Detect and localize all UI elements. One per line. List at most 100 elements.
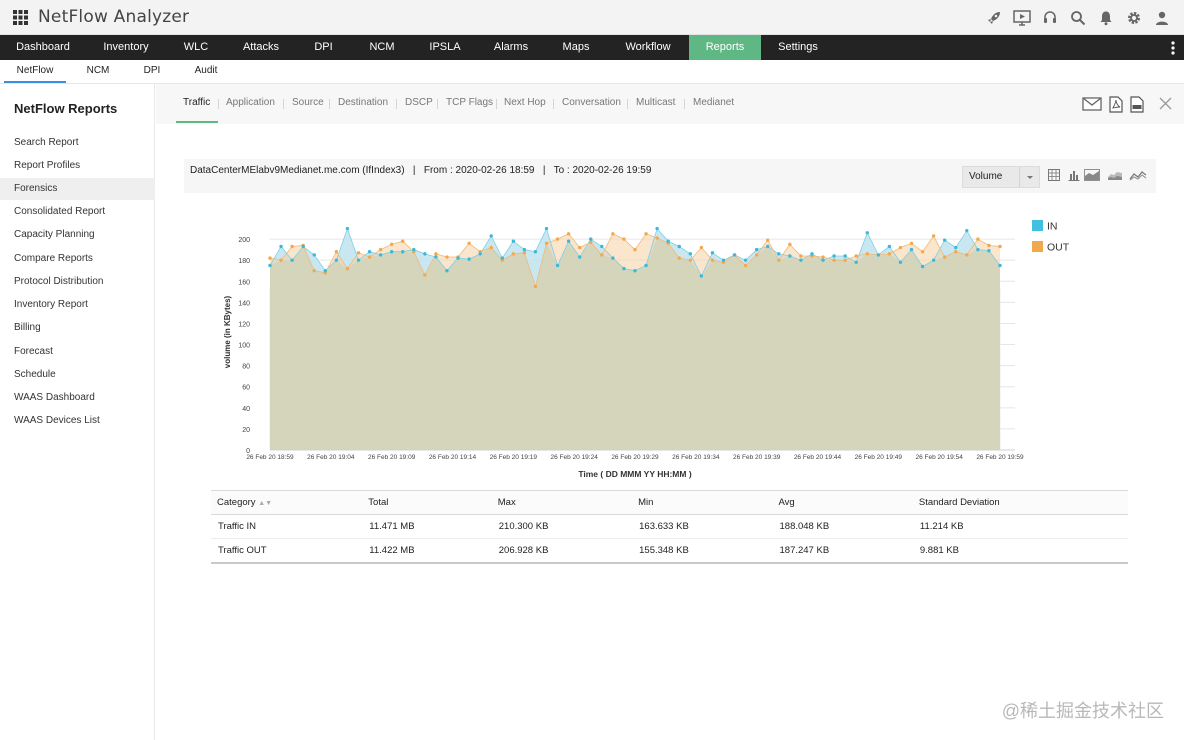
- data-point-out: [754, 253, 759, 257]
- nav-attacks[interactable]: Attacks: [242, 41, 280, 53]
- sidebar-item-forecast[interactable]: Forecast: [14, 346, 53, 357]
- nav-ipsla[interactable]: IPSLA: [429, 41, 461, 53]
- subnav-dpi[interactable]: DPI: [143, 65, 161, 76]
- report-info-bar: DataCenterMElabv9Medianet.me.com (IfInde…: [184, 159, 1156, 193]
- column-header-std-dev: Standard Deviation: [912, 490, 1128, 515]
- gear-icon[interactable]: [1120, 7, 1148, 29]
- nav-inventory[interactable]: Inventory: [103, 41, 149, 53]
- data-point-in: [290, 258, 294, 262]
- data-point-in: [611, 256, 615, 260]
- nav-dpi[interactable]: DPI: [314, 41, 333, 53]
- data-point-in: [434, 255, 438, 259]
- tab-source[interactable]: Source: [292, 97, 324, 108]
- nav-reports[interactable]: Reports: [689, 35, 761, 60]
- tab-separator: [396, 99, 397, 109]
- tab-conversation[interactable]: Conversation: [562, 97, 621, 108]
- tab-next-hop[interactable]: Next Hop: [504, 97, 546, 108]
- data-point-in: [544, 226, 549, 231]
- data-point-out: [766, 238, 770, 242]
- nav-wlc[interactable]: WLC: [183, 41, 209, 53]
- area-chart-icon[interactable]: [1084, 169, 1100, 181]
- tab-destination[interactable]: Destination: [338, 97, 389, 108]
- nav-settings[interactable]: Settings: [778, 41, 818, 53]
- bar-chart-icon[interactable]: [1068, 169, 1080, 181]
- tab-traffic[interactable]: Traffic: [183, 97, 211, 108]
- tab-application[interactable]: Application: [226, 97, 275, 108]
- tab-multicast[interactable]: Multicast: [636, 97, 676, 108]
- sidebar-item-report-profiles[interactable]: Report Profiles: [14, 160, 81, 171]
- subnav-audit[interactable]: Audit: [194, 65, 218, 76]
- x-tick-label: 26 Feb 20 19:49: [855, 454, 903, 461]
- sidebar-item-consolidated-report[interactable]: Consolidated Report: [14, 206, 106, 217]
- presentation-icon[interactable]: [1008, 7, 1036, 29]
- sidebar-item-protocol-distribution[interactable]: Protocol Distribution: [14, 276, 104, 287]
- data-point-out: [434, 252, 438, 256]
- y-tick-label: 20: [242, 427, 250, 434]
- pdf-icon[interactable]: [1109, 96, 1123, 113]
- sort-icon[interactable]: ▲▼: [258, 500, 273, 507]
- csv-icon[interactable]: [1130, 96, 1144, 113]
- data-point-in: [577, 255, 582, 259]
- nav-alarms[interactable]: Alarms: [493, 41, 529, 53]
- data-point-in: [655, 226, 659, 231]
- data-point-out: [743, 263, 748, 268]
- bell-icon[interactable]: [1092, 7, 1120, 29]
- data-point-in: [743, 258, 748, 262]
- sidebar-item-search-report[interactable]: Search Report: [14, 137, 79, 148]
- nav-ncm[interactable]: NCM: [369, 41, 395, 53]
- sidebar-item-waas-dashboard[interactable]: WAAS Dashboard: [14, 392, 95, 403]
- sidebar-item-capacity-planning[interactable]: Capacity Planning: [14, 229, 95, 240]
- column-header-category[interactable]: Category ▲▼: [211, 490, 363, 515]
- data-point-out: [622, 237, 626, 241]
- data-point-in: [920, 264, 925, 269]
- nav-dashboard[interactable]: Dashboard: [16, 41, 70, 53]
- data-point-out: [942, 255, 947, 259]
- sidebar-item-forensics[interactable]: Forensics: [0, 178, 155, 200]
- cell-std-dev: 9.881 KB: [912, 538, 1128, 564]
- sidebar-item-compare-reports[interactable]: Compare Reports: [14, 253, 93, 264]
- data-point-out: [688, 258, 693, 262]
- nav-maps[interactable]: Maps: [562, 41, 590, 53]
- data-point-in: [987, 248, 991, 253]
- sidebar-item-waas-devices-list[interactable]: WAAS Devices List: [14, 415, 100, 426]
- email-icon[interactable]: [1082, 96, 1102, 112]
- user-icon[interactable]: [1148, 7, 1176, 29]
- x-tick-label: 26 Feb 20 19:44: [794, 454, 842, 461]
- data-point-in: [666, 239, 670, 243]
- column-header-total: Total: [362, 490, 492, 515]
- x-tick-label: 26 Feb 20 19:09: [368, 454, 416, 461]
- stacked-chart-icon[interactable]: [1107, 169, 1123, 181]
- table-view-icon[interactable]: [1048, 169, 1060, 181]
- data-point-out: [677, 256, 681, 260]
- cell-total: 11.422 MB: [362, 538, 492, 564]
- cell-avg: 187.247 KB: [772, 538, 913, 564]
- sidebar-item-inventory-report[interactable]: Inventory Report: [14, 299, 88, 310]
- nav-workflow[interactable]: Workflow: [625, 41, 671, 53]
- tab-separator: [553, 99, 554, 109]
- tab-separator: [283, 99, 284, 109]
- app-grid-icon[interactable]: [13, 10, 28, 25]
- sidebar-item-billing[interactable]: Billing: [14, 322, 41, 333]
- top-header: NetFlow Analyzer: [0, 0, 1184, 35]
- cell-max: 206.928 KB: [491, 538, 633, 564]
- more-menu-icon[interactable]: [1171, 41, 1175, 55]
- search-icon[interactable]: [1064, 7, 1092, 29]
- subnav-netflow[interactable]: NetFlow: [4, 60, 66, 83]
- line-chart-icon[interactable]: [1129, 169, 1147, 181]
- sidebar-item-schedule[interactable]: Schedule: [14, 369, 56, 380]
- data-point-out: [555, 237, 560, 241]
- tab-dscp[interactable]: DSCP: [405, 97, 433, 108]
- tab-tcp-flags[interactable]: TCP Flags: [446, 97, 494, 108]
- x-axis-label: Time ( DD MMM YY HH:MM ): [578, 469, 692, 479]
- tab-medianet[interactable]: Medianet: [693, 97, 735, 108]
- metric-select[interactable]: Volume: [962, 166, 1040, 188]
- data-point-out: [987, 243, 991, 248]
- close-icon[interactable]: [1159, 97, 1172, 110]
- headset-icon[interactable]: [1036, 7, 1064, 29]
- cell-category: Traffic OUT: [211, 538, 363, 564]
- column-header-min: Min: [632, 490, 773, 515]
- data-point-in: [367, 250, 372, 254]
- traffic-area-chart: 0 20 40 60 80 100 120 140 160 180 200 26 Feb 20 18:…: [223, 220, 1070, 479]
- rocket-icon[interactable]: [980, 7, 1008, 29]
- subnav-ncm[interactable]: NCM: [86, 65, 110, 76]
